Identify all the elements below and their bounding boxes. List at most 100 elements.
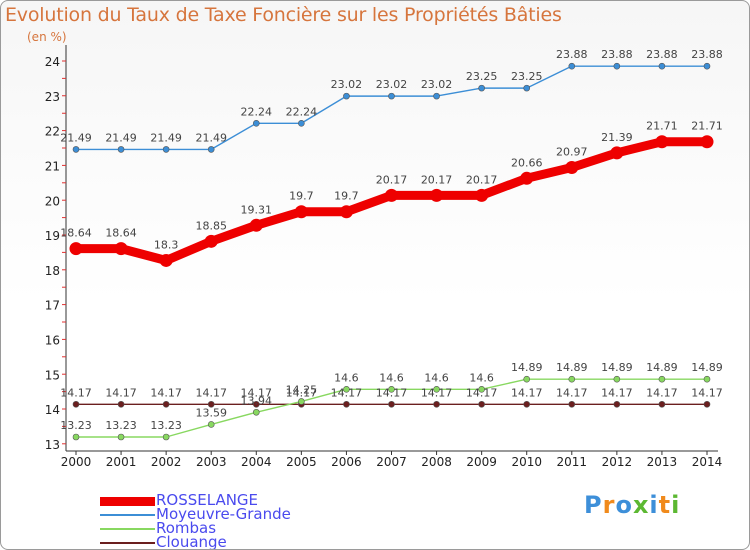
data-label: 22.24 [241,105,273,118]
y-tick-label: 15 [45,368,60,382]
data-point [114,242,128,256]
data-point [117,400,125,408]
y-tick-label: 21 [45,159,60,173]
data-point [252,400,260,408]
data-point [613,62,621,70]
data-label: 21.49 [105,131,137,144]
data-point [339,205,353,219]
data-point [117,433,125,441]
data-point [700,135,714,149]
data-label: 20.17 [466,173,498,186]
data-label: 14.6 [334,371,359,384]
data-point [523,84,531,92]
series-layer [69,62,714,441]
y-tick-label: 24 [45,55,60,69]
data-point [388,385,395,393]
data-point [478,385,485,393]
data-point [610,146,624,160]
data-label: 19.31 [241,203,273,216]
data-label: 13.23 [150,419,182,432]
data-point [655,135,669,149]
x-tick-label: 2000 [61,455,92,469]
data-label: 14.89 [646,361,678,374]
legend-label: ROSSELANGE [156,491,259,509]
data-point [69,242,83,256]
data-point [252,119,260,127]
data-label: 22.24 [286,105,318,118]
logo-letter: x [632,491,650,519]
logo-letter: i [649,491,659,519]
data-point [207,400,215,408]
logo-letter: i [671,491,681,519]
data-point [658,400,666,408]
data-label: 14.17 [150,386,182,399]
data-point [252,408,260,416]
data-label: 21.49 [150,131,182,144]
x-tick-label: 2002 [151,455,182,469]
x-tick-label: 2012 [602,455,633,469]
data-label: 23.02 [331,78,363,91]
axes: 13 14 15 16 17 18 19 20 21 22 23 24 2000 2001 2002 2003… [45,45,723,469]
data-point [298,398,305,405]
data-point [475,188,489,202]
legend-label: Clouange [156,533,227,550]
data-point [207,421,215,428]
legend-label: Rombas [156,519,217,537]
data-point [385,188,398,202]
data-label: 14.6 [424,371,449,384]
data-label: 14.17 [241,386,273,399]
data-label: 23.88 [556,48,588,61]
data-point [162,433,170,441]
data-label: 13.59 [195,406,227,419]
data-point [568,62,576,70]
data-label: 14.17 [421,386,453,399]
data-label: 14.17 [646,386,678,399]
data-label: 14.25 [286,383,318,396]
x-tick-label: 2001 [106,455,137,469]
data-label: 14.89 [601,361,633,374]
data-point [204,234,218,248]
data-label: 23.02 [376,78,408,91]
data-label: 14.17 [511,386,543,399]
data-label: 23.88 [646,48,678,61]
data-point [343,400,350,408]
data-point [565,160,579,174]
y-tick-label: 16 [45,334,60,348]
data-point [343,385,350,393]
x-tick-label: 2006 [331,455,362,469]
data-point [162,146,170,153]
data-label: 13.23 [105,419,137,432]
data-label: 23.88 [601,48,633,61]
data-label: 14.89 [511,361,543,374]
x-tick-label: 2008 [421,455,452,469]
y-tick-label: 23 [45,90,60,104]
x-tick-label: 2011 [557,455,588,469]
data-label: 20.97 [556,145,588,158]
data-point [249,218,263,232]
data-label: 14.89 [691,361,723,374]
y-tick-label: 14 [45,403,60,417]
data-labels-layer: 14.17 14.17 14.17 14.17 14.17 14.17 14.17 14.17… [60,48,723,432]
y-tick-label: 22 [45,125,60,139]
data-point [568,400,576,408]
data-label: 23.88 [691,48,723,61]
data-point [343,92,350,100]
data-label: 14.17 [105,386,137,399]
data-label: 21.71 [646,120,678,133]
logo-letter: P [584,491,603,519]
data-label: 18.64 [60,227,92,240]
x-tick-label: 2013 [647,455,678,469]
logo-letter: t [658,491,672,519]
data-point [658,62,666,70]
data-point [72,146,80,153]
logo-letter: o [615,491,633,519]
data-label: 19.7 [289,190,314,203]
data-label: 21.49 [60,131,92,144]
data-label: 14.17 [286,386,318,399]
data-point [520,171,534,185]
x-tick-label: 2014 [692,455,723,469]
legend-label: Moyeuvre-Grande [156,505,291,523]
x-tick-label: 2010 [511,455,542,469]
